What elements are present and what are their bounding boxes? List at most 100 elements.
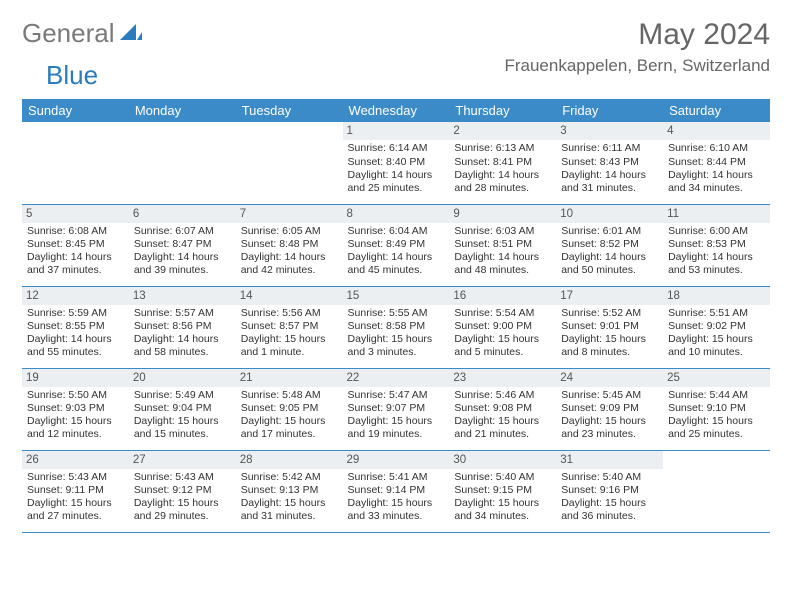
sunrise-text: Sunrise: 6:04 AM [348,225,445,238]
sunset-text: Sunset: 8:58 PM [348,320,445,333]
day-number: 18 [663,287,770,305]
day-number: 29 [343,451,450,469]
daylight2-text: and 17 minutes. [241,428,338,441]
daylight2-text: and 15 minutes. [134,428,231,441]
daylight2-text: and 28 minutes. [454,182,551,195]
day-number: 12 [22,287,129,305]
daylight2-text: and 42 minutes. [241,264,338,277]
calendar-cell: 24Sunrise: 5:45 AMSunset: 9:09 PMDayligh… [556,368,663,450]
daylight1-text: Daylight: 15 hours [668,415,765,428]
day-number: 23 [449,369,556,387]
day-number: 17 [556,287,663,305]
calendar-week-row: 12Sunrise: 5:59 AMSunset: 8:55 PMDayligh… [22,286,770,368]
daylight1-text: Daylight: 15 hours [561,497,658,510]
day-header: Monday [129,99,236,122]
daylight2-text: and 3 minutes. [348,346,445,359]
sunset-text: Sunset: 8:55 PM [27,320,124,333]
sunset-text: Sunset: 9:05 PM [241,402,338,415]
sunset-text: Sunset: 9:12 PM [134,484,231,497]
sunrise-text: Sunrise: 6:07 AM [134,225,231,238]
brand-logo: General [22,18,144,49]
sunset-text: Sunset: 9:03 PM [27,402,124,415]
sunrise-text: Sunrise: 5:41 AM [348,471,445,484]
day-header: Wednesday [343,99,450,122]
calendar-table: SundayMondayTuesdayWednesdayThursdayFrid… [22,99,770,533]
calendar-cell: 12Sunrise: 5:59 AMSunset: 8:55 PMDayligh… [22,286,129,368]
sunrise-text: Sunrise: 5:50 AM [27,389,124,402]
calendar-cell: 19Sunrise: 5:50 AMSunset: 9:03 PMDayligh… [22,368,129,450]
sunrise-text: Sunrise: 6:03 AM [454,225,551,238]
sunrise-text: Sunrise: 5:43 AM [134,471,231,484]
calendar-week-row: 5Sunrise: 6:08 AMSunset: 8:45 PMDaylight… [22,204,770,286]
calendar-cell: 15Sunrise: 5:55 AMSunset: 8:58 PMDayligh… [343,286,450,368]
sunset-text: Sunset: 8:43 PM [561,156,658,169]
daylight2-text: and 12 minutes. [27,428,124,441]
sunset-text: Sunset: 9:01 PM [561,320,658,333]
sunset-text: Sunset: 9:00 PM [454,320,551,333]
calendar-cell: 14Sunrise: 5:56 AMSunset: 8:57 PMDayligh… [236,286,343,368]
calendar-cell: 30Sunrise: 5:40 AMSunset: 9:15 PMDayligh… [449,450,556,532]
daylight2-text: and 45 minutes. [348,264,445,277]
calendar-cell: 20Sunrise: 5:49 AMSunset: 9:04 PMDayligh… [129,368,236,450]
daylight1-text: Daylight: 15 hours [134,497,231,510]
sunrise-text: Sunrise: 6:10 AM [668,142,765,155]
sunrise-text: Sunrise: 5:52 AM [561,307,658,320]
daylight2-text: and 29 minutes. [134,510,231,523]
daylight1-text: Daylight: 14 hours [134,251,231,264]
daylight1-text: Daylight: 15 hours [348,415,445,428]
daylight1-text: Daylight: 15 hours [241,497,338,510]
day-header: Saturday [663,99,770,122]
month-title: May 2024 [504,18,770,52]
calendar-cell: 31Sunrise: 5:40 AMSunset: 9:16 PMDayligh… [556,450,663,532]
daylight2-text: and 34 minutes. [668,182,765,195]
calendar-week-row: 26Sunrise: 5:43 AMSunset: 9:11 PMDayligh… [22,450,770,532]
daylight2-text: and 25 minutes. [348,182,445,195]
calendar-cell: 7Sunrise: 6:05 AMSunset: 8:48 PMDaylight… [236,204,343,286]
calendar-cell: 11Sunrise: 6:00 AMSunset: 8:53 PMDayligh… [663,204,770,286]
sunset-text: Sunset: 9:09 PM [561,402,658,415]
daylight2-text: and 23 minutes. [561,428,658,441]
daylight1-text: Daylight: 15 hours [454,497,551,510]
daylight2-text: and 55 minutes. [27,346,124,359]
daylight2-text: and 31 minutes. [561,182,658,195]
sunset-text: Sunset: 8:48 PM [241,238,338,251]
sunset-text: Sunset: 9:14 PM [348,484,445,497]
calendar-cell: 18Sunrise: 5:51 AMSunset: 9:02 PMDayligh… [663,286,770,368]
day-number: 30 [449,451,556,469]
daylight2-text: and 25 minutes. [668,428,765,441]
day-number: 24 [556,369,663,387]
calendar-cell: 28Sunrise: 5:42 AMSunset: 9:13 PMDayligh… [236,450,343,532]
sunset-text: Sunset: 8:41 PM [454,156,551,169]
daylight1-text: Daylight: 14 hours [27,251,124,264]
calendar-cell [663,450,770,532]
day-number: 25 [663,369,770,387]
calendar-cell: 22Sunrise: 5:47 AMSunset: 9:07 PMDayligh… [343,368,450,450]
day-number: 2 [449,122,556,140]
calendar-cell: 27Sunrise: 5:43 AMSunset: 9:12 PMDayligh… [129,450,236,532]
sunrise-text: Sunrise: 6:00 AM [668,225,765,238]
daylight2-text: and 33 minutes. [348,510,445,523]
calendar-cell: 29Sunrise: 5:41 AMSunset: 9:14 PMDayligh… [343,450,450,532]
calendar-cell: 25Sunrise: 5:44 AMSunset: 9:10 PMDayligh… [663,368,770,450]
day-number: 9 [449,205,556,223]
sunset-text: Sunset: 8:40 PM [348,156,445,169]
calendar-cell [22,122,129,204]
brand-part2: Blue [46,60,98,91]
daylight1-text: Daylight: 14 hours [454,169,551,182]
daylight1-text: Daylight: 15 hours [27,415,124,428]
day-number: 4 [663,122,770,140]
day-number: 16 [449,287,556,305]
daylight1-text: Daylight: 14 hours [27,333,124,346]
calendar-cell: 2 Sunrise: 6:13 AMSunset: 8:41 PMDaylight… [449,122,556,204]
sunset-text: Sunset: 8:49 PM [348,238,445,251]
daylight1-text: Daylight: 15 hours [348,333,445,346]
sunrise-text: Sunrise: 5:45 AM [561,389,658,402]
day-number: 22 [343,369,450,387]
daylight2-text: and 48 minutes. [454,264,551,277]
calendar-cell: 6Sunrise: 6:07 AMSunset: 8:47 PMDaylight… [129,204,236,286]
sunrise-text: Sunrise: 6:13 AM [454,142,551,155]
calendar-cell: 17Sunrise: 5:52 AMSunset: 9:01 PMDayligh… [556,286,663,368]
sunset-text: Sunset: 8:53 PM [668,238,765,251]
sunrise-text: Sunrise: 5:44 AM [668,389,765,402]
day-number: 20 [129,369,236,387]
